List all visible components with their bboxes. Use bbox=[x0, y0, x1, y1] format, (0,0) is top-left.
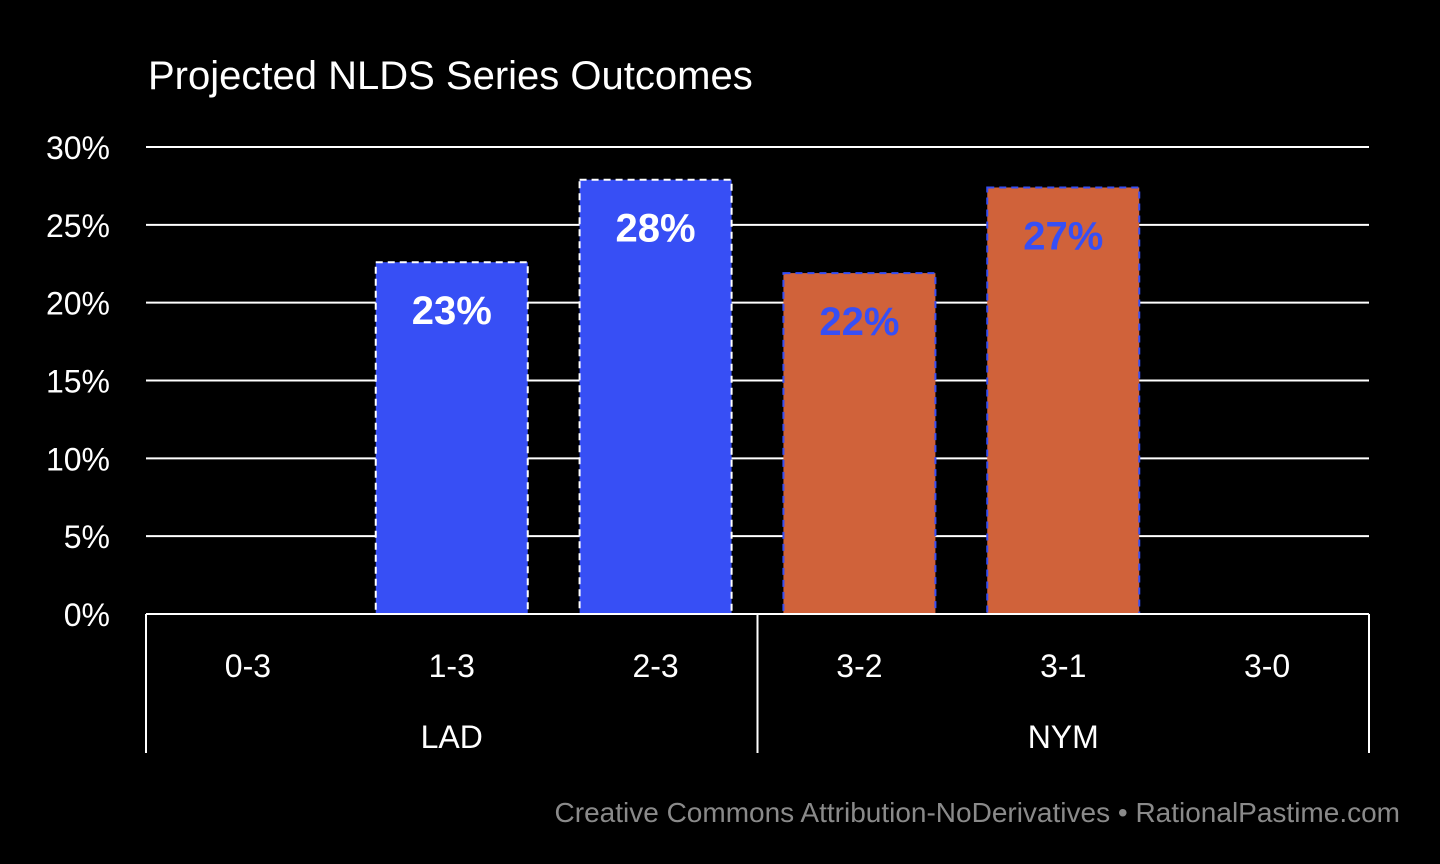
x-tick-label: 0-3 bbox=[225, 648, 271, 684]
data-label: 27% bbox=[1023, 214, 1103, 258]
y-tick-label: 30% bbox=[46, 130, 110, 166]
data-label: 28% bbox=[616, 207, 696, 251]
x-tick-label: 2-3 bbox=[632, 648, 678, 684]
gridlines bbox=[146, 146, 1369, 538]
data-labels: 23% 28% 22% 27% bbox=[412, 207, 1104, 344]
y-tick-label: 25% bbox=[46, 208, 110, 244]
y-tick-label: 15% bbox=[46, 364, 110, 400]
data-label: 22% bbox=[819, 300, 899, 344]
y-axis-ticks: 0% 5% 10% 15% 20% 25% 30% bbox=[46, 130, 110, 633]
y-tick-label: 10% bbox=[46, 441, 110, 477]
group-label: NYM bbox=[1028, 719, 1099, 755]
data-label: 23% bbox=[412, 289, 492, 333]
y-tick-label: 20% bbox=[46, 286, 110, 322]
chart-title: Projected NLDS Series Outcomes bbox=[148, 54, 753, 98]
credit-footer: Creative Commons Attribution-NoDerivativ… bbox=[555, 797, 1400, 828]
x-tick-label: 3-2 bbox=[836, 648, 882, 684]
x-tick-label: 1-3 bbox=[429, 648, 475, 684]
y-tick-label: 5% bbox=[64, 519, 110, 555]
x-tick-label: 3-1 bbox=[1040, 648, 1086, 684]
bar bbox=[986, 186, 1141, 615]
y-tick-label: 0% bbox=[64, 597, 110, 633]
x-axis: 0-3 1-3 2-3 3-2 3-1 3-0 LAD NYM bbox=[145, 613, 1370, 755]
x-tick-label: 3-0 bbox=[1244, 648, 1290, 684]
group-label: LAD bbox=[421, 719, 483, 755]
